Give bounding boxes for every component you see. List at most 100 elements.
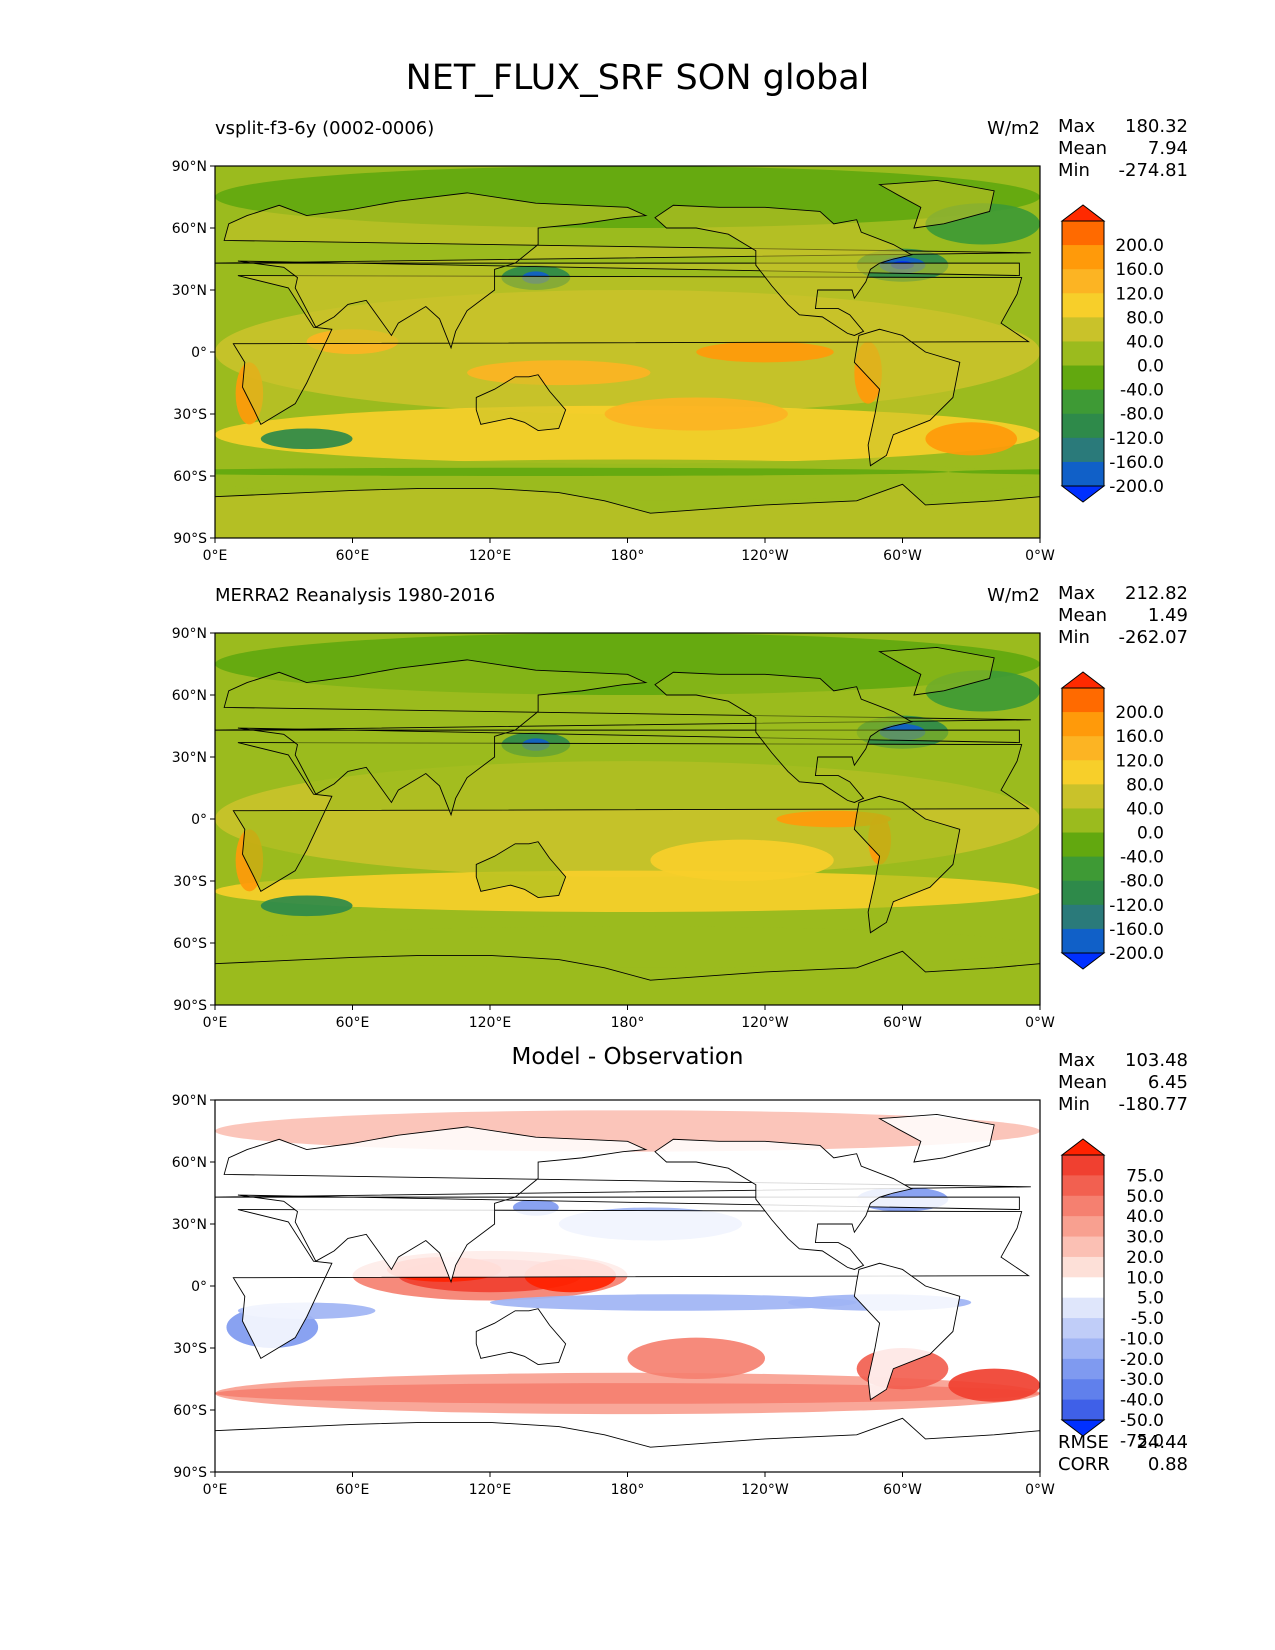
y-tick-label: 90°S bbox=[173, 531, 207, 547]
y-tick-label: 30°S bbox=[173, 1341, 207, 1357]
field-contour bbox=[215, 405, 1040, 464]
colorbar-segment bbox=[1062, 269, 1104, 294]
colorbar-segment bbox=[1062, 808, 1104, 834]
x-tick-label: 180° bbox=[611, 548, 645, 564]
stat-label: Max bbox=[1058, 1050, 1096, 1071]
map-field bbox=[0, 633, 1040, 1005]
coastline bbox=[654, 1138, 913, 1270]
colorbar-tick-label: 80.0 bbox=[1126, 308, 1164, 328]
y-tick-label: 30°N bbox=[172, 283, 207, 299]
map-chart: 0°E 60°E 120°E 180° 120°W 60°W 0°W 90°N 60°N 30°N… bbox=[0, 626, 1164, 1031]
colorbar-tick-label: 40.0 bbox=[1126, 332, 1164, 352]
y-tick-label: 90°N bbox=[172, 159, 207, 175]
coastline bbox=[215, 659, 1031, 817]
x-tick-label: 120°W bbox=[741, 548, 789, 564]
colorbar-tick-label: -120.0 bbox=[1109, 429, 1164, 449]
colorbar-extend-min bbox=[1060, 485, 1106, 503]
y-tick-label: 60°S bbox=[173, 936, 207, 952]
field-contour bbox=[0, 1383, 215, 1404]
coastline bbox=[878, 1114, 995, 1163]
stat-label: CORR bbox=[1058, 1454, 1110, 1475]
colorbar-segment bbox=[1062, 317, 1104, 342]
x-tick-label: 0°E bbox=[203, 548, 228, 564]
field-contour bbox=[0, 290, 215, 414]
field-contour bbox=[123, 1369, 215, 1402]
colorbar-tick-label: 120.0 bbox=[1115, 284, 1164, 304]
colorbar-segment bbox=[1062, 1216, 1104, 1238]
coastline bbox=[654, 671, 913, 803]
colorbar-segment bbox=[1062, 1399, 1104, 1421]
stats-block: Max 103.48 Mean 6.45 Min -180.77 bbox=[1058, 1050, 1188, 1116]
x-tick-label: 60°E bbox=[336, 1482, 370, 1498]
colorbar-tick-label: -80.0 bbox=[1120, 405, 1164, 425]
y-tick-label: 30°S bbox=[173, 874, 207, 890]
colorbar-tick-label: 80.0 bbox=[1126, 775, 1164, 795]
x-tick-label: 180° bbox=[611, 1015, 645, 1031]
x-tick-label: 60°W bbox=[883, 1482, 922, 1498]
colorbar-segment bbox=[1062, 1236, 1104, 1258]
colorbar-segment bbox=[1062, 760, 1104, 785]
colorbar-tick-label: -40.0 bbox=[1120, 848, 1164, 868]
colorbar-segment bbox=[1062, 461, 1104, 487]
colorbar-segment bbox=[1062, 1318, 1104, 1339]
coastline bbox=[475, 374, 567, 431]
panel-title: MERRA2 Reanalysis 1980-2016 bbox=[215, 585, 496, 606]
colorbar-segment bbox=[1062, 1195, 1104, 1217]
colorbar-segment bbox=[1062, 341, 1104, 367]
colorbar-tick-label: -75.0 bbox=[1120, 1431, 1164, 1451]
y-tick-label: 90°S bbox=[173, 1465, 207, 1481]
field-contour bbox=[0, 166, 215, 228]
coastline bbox=[878, 647, 995, 696]
map-field bbox=[0, 1100, 1040, 1472]
colorbar-segment bbox=[1062, 293, 1104, 318]
panel-model: vsplit-f3-6y (0002-0006) W/m2 Max 180.32 … bbox=[0, 116, 1275, 588]
stat-value: 0.88 bbox=[1147, 1454, 1188, 1475]
colorbar-tick-label: 40.0 bbox=[1126, 1207, 1164, 1227]
field-contour bbox=[467, 360, 651, 386]
stat-label: Mean bbox=[1058, 1072, 1108, 1093]
colorbar-tick-label: -200.0 bbox=[1109, 477, 1164, 497]
field-contour bbox=[260, 428, 353, 450]
colorbar-tick-label: -120.0 bbox=[1109, 896, 1164, 916]
stat-value: 180.32 bbox=[1125, 116, 1188, 137]
colorbar-segment bbox=[1062, 856, 1104, 882]
stat-label: Mean bbox=[1058, 138, 1108, 159]
coastline bbox=[878, 180, 995, 229]
field-contour bbox=[215, 870, 1040, 912]
colorbar-tick-label: 30.0 bbox=[1126, 1228, 1164, 1248]
colorbar-segment bbox=[1062, 928, 1104, 954]
colorbar-segment bbox=[1062, 1256, 1104, 1278]
colorbar-tick-label: 200.0 bbox=[1115, 236, 1164, 256]
field-contour bbox=[604, 397, 788, 431]
colorbar-tick-label: 50.0 bbox=[1126, 1187, 1164, 1207]
field-contour bbox=[650, 839, 834, 881]
colorbar-tick-label: 5.0 bbox=[1137, 1289, 1164, 1309]
x-tick-label: 60°E bbox=[336, 548, 370, 564]
field-contour bbox=[215, 1383, 1040, 1404]
stat-value: 7.94 bbox=[1147, 138, 1188, 159]
x-tick-label: 120°E bbox=[469, 1015, 512, 1031]
y-tick-label: 60°S bbox=[173, 1403, 207, 1419]
field-contour bbox=[0, 633, 215, 695]
y-tick-label: 60°N bbox=[172, 1155, 207, 1171]
stats-block: Max 212.82 Mean 1.49 Min -262.07 bbox=[1058, 583, 1188, 649]
panel-title: Model - Observation bbox=[511, 1044, 744, 1070]
y-tick-label: 30°N bbox=[172, 1217, 207, 1233]
x-tick-label: 0°W bbox=[1025, 1482, 1055, 1498]
coastline bbox=[654, 204, 913, 336]
x-tick-label: 120°W bbox=[741, 1015, 789, 1031]
coastline bbox=[853, 795, 961, 934]
colorbar-segment bbox=[1062, 1155, 1104, 1176]
colorbar-segment bbox=[1062, 389, 1104, 415]
stat-value: -262.07 bbox=[1118, 627, 1188, 648]
colorbar-segment bbox=[1062, 1297, 1104, 1319]
colorbar-segment bbox=[1062, 1175, 1104, 1197]
colorbar-segment bbox=[1062, 784, 1104, 809]
colorbar-tick-label: 75.0 bbox=[1126, 1166, 1164, 1186]
stat-label: Min bbox=[1058, 627, 1090, 648]
figure-title: NET_FLUX_SRF SON global bbox=[405, 58, 870, 98]
y-tick-label: 90°N bbox=[172, 626, 207, 642]
colorbar-tick-label: -80.0 bbox=[1120, 872, 1164, 892]
map-chart: 0°E 60°E 120°E 180° 120°W 60°W 0°W 90°N 60°N 30°N… bbox=[0, 159, 1164, 564]
y-tick-label: 90°N bbox=[172, 1093, 207, 1109]
